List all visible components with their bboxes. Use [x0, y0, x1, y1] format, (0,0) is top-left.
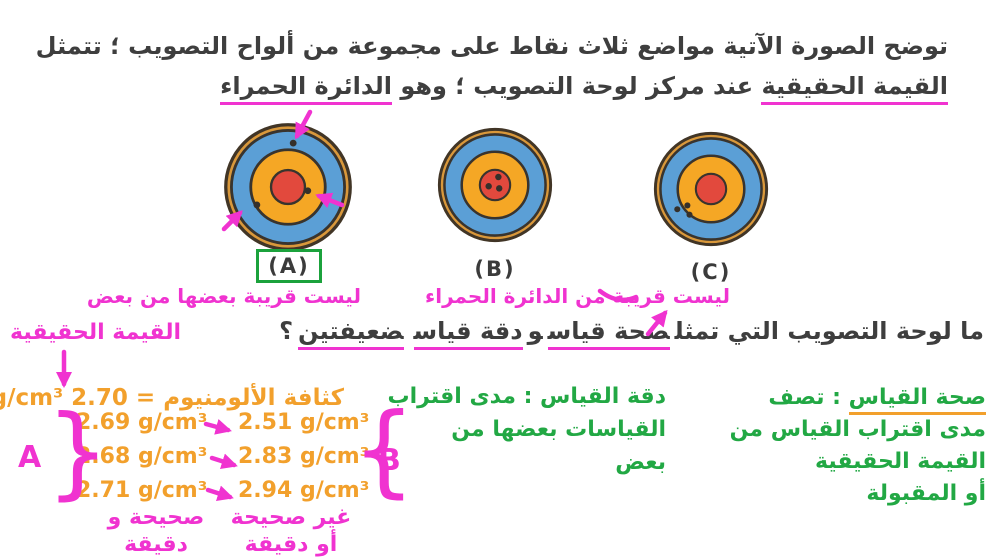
- true-value-underlined: القيمة الحقيقية: [761, 72, 948, 105]
- board-a-dot-right: [304, 187, 312, 195]
- board-c-red-center: [694, 172, 728, 206]
- board-a-dot-top: [289, 139, 297, 147]
- accuracy-def-line-3: القيمة الحقيقية: [815, 449, 986, 474]
- set-a-label: A: [18, 440, 42, 475]
- red-circle-underlined: الدائرة الحمراء: [220, 72, 392, 105]
- accuracy-def-head-rest: : تصف: [768, 385, 849, 410]
- set-b-verdict-line-1: غير صحيحة: [230, 505, 352, 530]
- precision-def-line-2: القياسات بعضها من: [451, 417, 666, 442]
- note-not-close-to-each-other: ليست قريبة بعضها من بعض: [86, 284, 361, 308]
- problem-statement: توضح الصورة الآتية مواضع ثلاث نقاط على م…: [36, 26, 948, 106]
- question-mark: ؟: [279, 317, 294, 345]
- set-b-verdict-line-2: أو دقيقة: [244, 532, 338, 557]
- board-a-dot-bottom-left: [253, 201, 261, 209]
- board-label-a-wrap: (A): [244, 249, 334, 283]
- precision-def-line-1: دقة القياس : مدى اقتراب: [387, 384, 666, 409]
- question-weak-term: ضعيفتين: [298, 317, 404, 350]
- accuracy-definition: صحة القياس : تصف مدى اقتراب القياس من ال…: [730, 382, 986, 510]
- board-a-red-center: [269, 168, 307, 206]
- board-label-c: (C): [690, 260, 732, 284]
- board-label-b: (B): [474, 257, 516, 281]
- question-accuracy-term: صحة قياس: [547, 317, 670, 350]
- board-b-dot-1: [495, 173, 502, 181]
- board-b-dot-3: [496, 185, 503, 192]
- target-board-b: [437, 127, 553, 243]
- set-a-value-2: 2.68 g/cm³: [76, 444, 208, 469]
- accuracy-def-line-2: مدى اقتراب القياس من: [729, 417, 986, 442]
- arrow-set-b-row-1-icon: [203, 418, 232, 435]
- board-c-dot-1: [674, 206, 681, 213]
- board-b-dot-2: [485, 183, 492, 190]
- set-b-label: B: [378, 443, 401, 478]
- set-a-verdict-line-2: دقيقة: [124, 532, 188, 557]
- accuracy-def-head-line: صحة القياس : تصف: [730, 382, 986, 415]
- set-a-verdict: صحيحة و دقيقة: [56, 504, 256, 558]
- set-b-value-1: 2.51 g/cm³: [238, 410, 370, 435]
- set-a-value-3: 2.71 g/cm³: [76, 478, 208, 503]
- arrow-set-b-row-2-icon: [209, 453, 238, 470]
- target-board-c: [653, 131, 769, 247]
- density-equation: كثافة الألومنيوم = 2.70 g/cm³: [0, 385, 344, 411]
- set-a-brace: {: [46, 393, 110, 510]
- set-b-value-3: 2.94 g/cm³: [238, 478, 370, 503]
- statement-line-1: توضح الصورة الآتية مواضع ثلاث نقاط على م…: [35, 32, 948, 60]
- statement-line-2: القيمة الحقيقية عند مركز لوحة التصويب ؛ …: [36, 66, 948, 106]
- accuracy-def-term: صحة القياس: [848, 385, 986, 415]
- true-value-annotation: القيمة الحقيقية: [10, 320, 181, 345]
- statement-line-2-middle: عند مركز لوحة التصويب ؛ وهو: [391, 72, 762, 100]
- question-and: و: [527, 317, 543, 345]
- board-label-a: (A): [256, 249, 322, 283]
- question-line: ما لوحة التصويب التي تمثلصحة قياسودقة قي…: [279, 317, 984, 350]
- set-b-value-2: 2.83 g/cm³: [238, 444, 370, 469]
- note-not-close-to-red: ليست قريبة من الدائرة الحمراء: [424, 284, 730, 308]
- set-a-verdict-line-1: صحيحة و: [107, 505, 205, 530]
- set-b-brace: }: [352, 391, 416, 508]
- accuracy-def-line-4: أو المقبولة: [866, 481, 986, 506]
- precision-definition: دقة القياس : مدى اقتراب القياسات بعضها م…: [388, 380, 666, 479]
- board-b-red-center: [478, 168, 512, 202]
- question-precision-term: دقة قياس: [413, 317, 523, 350]
- set-a-value-1: 2.69 g/cm³: [76, 410, 208, 435]
- precision-def-line-3: بعض: [615, 450, 666, 475]
- set-b-verdict: غير صحيحة أو دقيقة: [226, 504, 356, 558]
- pink-annotation-line: ليست قريبة من الدائرة الحمراء ليست قريبة …: [87, 284, 730, 308]
- board-c-dot-3: [686, 211, 693, 218]
- board-c-dot-2: [684, 202, 691, 209]
- arrow-set-b-row-3-icon: [205, 485, 234, 502]
- question-lead: ما لوحة التصويب التي تمثل: [674, 317, 984, 345]
- target-board-a: [224, 123, 352, 251]
